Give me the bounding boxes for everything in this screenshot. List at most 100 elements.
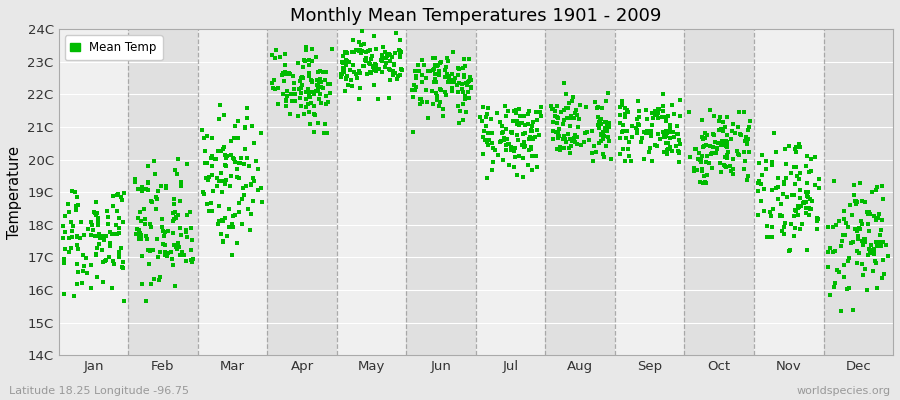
Point (337, 69, 351, 75)
Point (254, 130, 268, 136)
Point (441, 58, 455, 64)
Point (219, 163, 233, 169)
Point (451, 102, 465, 109)
Point (164, 248, 178, 255)
Point (481, 130, 495, 136)
Point (345, 83, 359, 90)
Point (322, 81, 337, 87)
Point (216, 218, 230, 224)
Point (551, 130, 565, 137)
Point (247, 140, 261, 146)
Point (218, 181, 232, 187)
Point (223, 138, 238, 144)
Point (450, 82, 464, 89)
Point (148, 206, 163, 212)
Point (645, 157, 660, 164)
Point (598, 143, 613, 149)
Point (738, 158, 752, 165)
Point (661, 130, 675, 136)
Point (645, 110, 660, 116)
Point (759, 166, 773, 172)
Point (719, 152, 733, 158)
Point (793, 187, 807, 194)
Point (148, 171, 162, 177)
Point (559, 138, 573, 145)
Point (240, 206, 255, 212)
Point (356, 41, 371, 48)
Point (158, 249, 173, 256)
Point (312, 91, 327, 98)
Point (383, 52, 398, 58)
Point (734, 131, 748, 137)
Point (788, 164, 803, 170)
Point (793, 203, 807, 209)
Point (305, 78, 320, 85)
Point (137, 206, 151, 212)
Point (183, 209, 197, 215)
Point (875, 274, 889, 281)
Point (291, 113, 305, 119)
Point (459, 109, 473, 116)
Point (155, 216, 169, 222)
Point (656, 108, 670, 114)
Point (216, 238, 230, 245)
Point (339, 48, 354, 55)
Point (352, 96, 366, 102)
Point (700, 132, 715, 138)
Point (618, 135, 633, 142)
Point (660, 128, 674, 134)
Point (101, 214, 115, 221)
Point (320, 130, 335, 136)
Point (622, 152, 636, 159)
Point (717, 162, 732, 168)
Point (587, 143, 601, 149)
Point (285, 73, 300, 80)
Point (334, 71, 348, 77)
Point (500, 142, 514, 149)
Point (433, 86, 447, 92)
Point (509, 132, 524, 138)
Point (492, 118, 507, 125)
Point (67, 292, 81, 299)
Point (564, 138, 579, 144)
Point (842, 254, 856, 261)
Point (308, 111, 322, 118)
Point (343, 66, 357, 73)
Point (876, 196, 890, 202)
Point (550, 146, 564, 152)
Point (277, 69, 292, 76)
Point (631, 98, 645, 105)
Point (826, 178, 841, 184)
Point (458, 95, 473, 102)
Point (426, 66, 440, 73)
Point (720, 114, 734, 120)
Point (77, 232, 92, 238)
Point (823, 291, 837, 298)
Point (695, 152, 709, 159)
Point (356, 63, 370, 69)
Point (725, 166, 740, 172)
Point (689, 167, 704, 174)
Point (293, 90, 308, 96)
Point (704, 150, 718, 157)
Point (132, 236, 147, 242)
Point (380, 53, 394, 59)
Point (695, 168, 709, 174)
Point (247, 178, 261, 184)
Point (497, 137, 511, 143)
Bar (406, 29, 476, 355)
Point (420, 68, 435, 74)
Point (810, 218, 824, 224)
Point (405, 86, 419, 93)
Point (302, 57, 316, 63)
Point (635, 135, 650, 141)
Point (509, 171, 524, 178)
Point (650, 112, 664, 118)
Point (616, 146, 630, 153)
Point (433, 60, 447, 66)
Point (177, 251, 192, 258)
Point (851, 233, 866, 240)
Point (648, 142, 662, 148)
Point (447, 77, 462, 83)
Point (495, 123, 509, 130)
